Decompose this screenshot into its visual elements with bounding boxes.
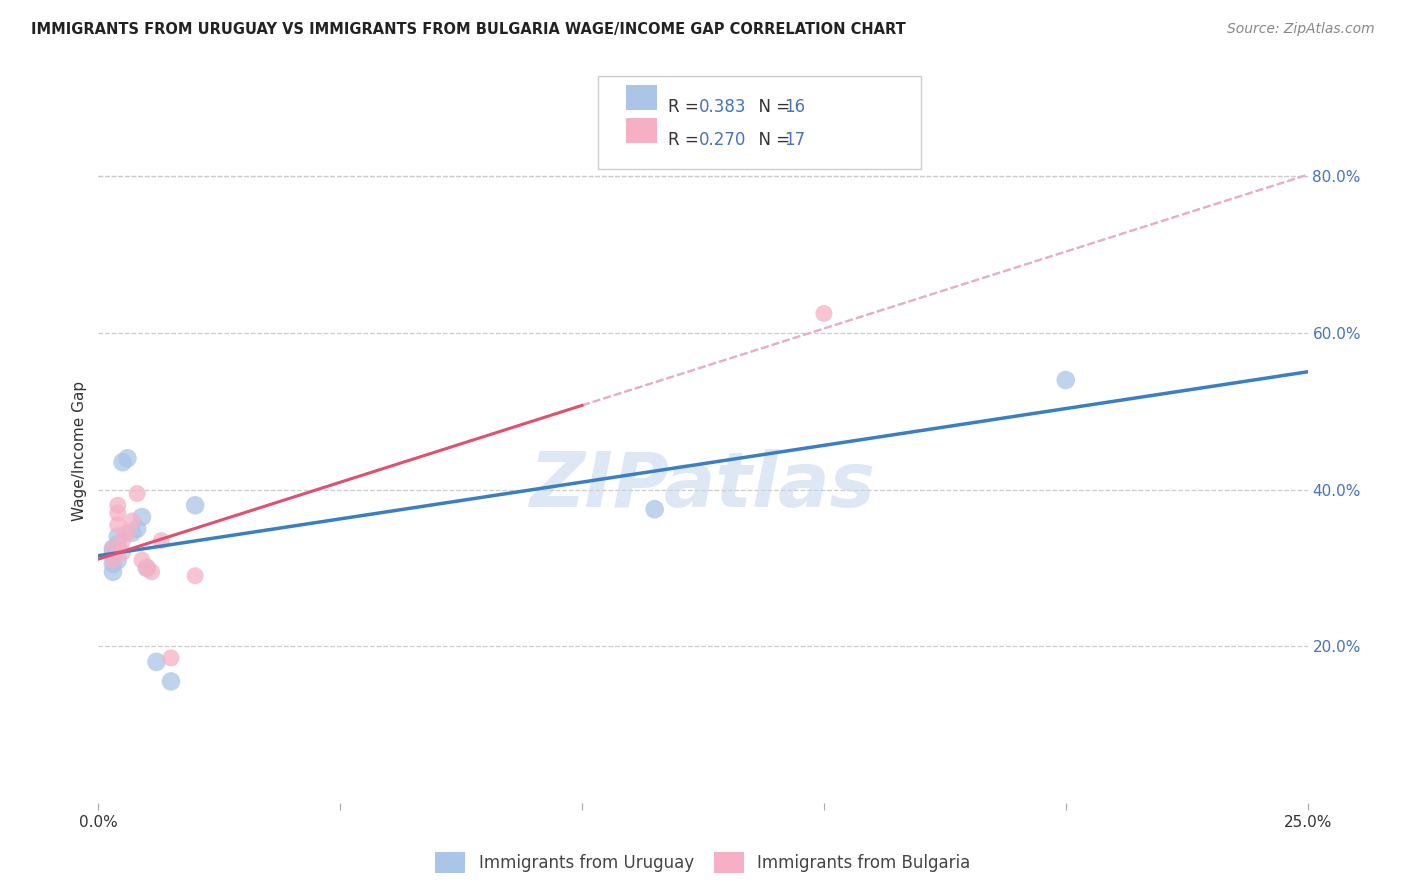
Text: 0.270: 0.270	[699, 131, 747, 149]
Text: ZIPatlas: ZIPatlas	[530, 449, 876, 523]
Point	[101, 541, 124, 556]
Point	[101, 549, 124, 564]
Point	[813, 306, 835, 320]
Point	[101, 545, 124, 559]
Point	[644, 502, 666, 516]
Point	[184, 498, 207, 512]
Text: R =: R =	[668, 131, 704, 149]
Point	[150, 533, 173, 548]
Text: N =: N =	[748, 98, 796, 116]
Point	[111, 455, 134, 469]
Point	[135, 561, 157, 575]
Point	[160, 674, 183, 689]
Point	[127, 486, 149, 500]
Point	[111, 533, 134, 548]
Text: 17: 17	[785, 131, 806, 149]
Point	[117, 451, 139, 466]
Point	[121, 514, 143, 528]
Point	[1054, 373, 1077, 387]
Point	[101, 565, 124, 579]
Point	[107, 537, 129, 551]
Point	[131, 510, 153, 524]
Point	[131, 553, 153, 567]
Point	[135, 561, 157, 575]
Point	[141, 565, 163, 579]
Legend: Immigrants from Uruguay, Immigrants from Bulgaria: Immigrants from Uruguay, Immigrants from…	[429, 846, 977, 880]
Point	[127, 522, 149, 536]
Point	[107, 498, 129, 512]
Point	[101, 557, 124, 571]
Text: R =: R =	[668, 98, 704, 116]
Point	[111, 545, 134, 559]
Point	[160, 651, 183, 665]
Point	[145, 655, 167, 669]
Point	[184, 568, 207, 582]
Point	[121, 525, 143, 540]
Text: IMMIGRANTS FROM URUGUAY VS IMMIGRANTS FROM BULGARIA WAGE/INCOME GAP CORRELATION : IMMIGRANTS FROM URUGUAY VS IMMIGRANTS FR…	[31, 22, 905, 37]
Text: N =: N =	[748, 131, 796, 149]
Point	[117, 525, 139, 540]
Y-axis label: Wage/Income Gap: Wage/Income Gap	[72, 380, 87, 521]
Point	[107, 506, 129, 520]
Text: Source: ZipAtlas.com: Source: ZipAtlas.com	[1227, 22, 1375, 37]
Text: 0.383: 0.383	[699, 98, 747, 116]
Point	[107, 530, 129, 544]
Point	[107, 553, 129, 567]
Point	[101, 541, 124, 556]
Text: 16: 16	[785, 98, 806, 116]
Point	[101, 553, 124, 567]
Point	[107, 517, 129, 532]
